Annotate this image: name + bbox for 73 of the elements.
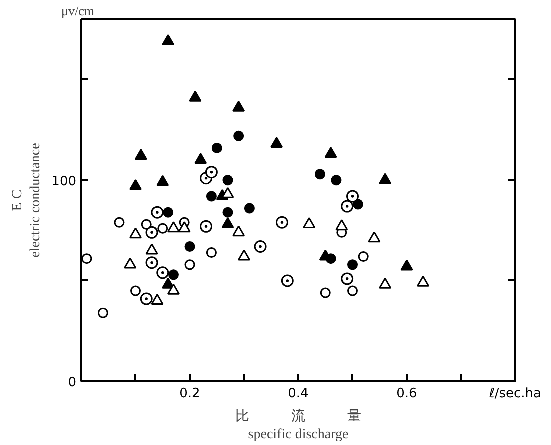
point: [156, 266, 170, 280]
point: [151, 294, 164, 305]
point: [324, 147, 338, 158]
point: [222, 175, 234, 186]
point: [341, 200, 354, 213]
point: [156, 175, 170, 186]
point: [222, 218, 234, 229]
point: [146, 244, 158, 255]
point: [206, 248, 217, 258]
point: [194, 153, 208, 164]
point: [167, 222, 180, 233]
point: [130, 228, 142, 239]
point: [178, 222, 191, 233]
point: [368, 232, 381, 243]
point: [254, 240, 267, 253]
point: [114, 217, 125, 228]
point: [130, 286, 141, 296]
point: [200, 220, 213, 233]
y-tick-label: 0: [68, 376, 77, 390]
point: [348, 286, 358, 296]
text: μv/cm: [62, 4, 94, 18]
point: [184, 260, 196, 270]
point: [358, 252, 369, 262]
x-tick-label: 0.4: [288, 386, 309, 402]
point: [206, 191, 217, 202]
point: [348, 260, 358, 270]
x-axis-title: 比 流 量 specific discharge: [236, 408, 362, 442]
point: [163, 207, 174, 218]
point: [205, 166, 218, 179]
point: [222, 207, 234, 218]
point: [158, 223, 168, 234]
point: [303, 218, 316, 229]
point: [320, 288, 331, 298]
point: [130, 179, 142, 190]
point: [232, 226, 246, 237]
point: [168, 270, 179, 280]
point: [244, 203, 255, 214]
point: [270, 137, 284, 148]
point: [98, 308, 108, 318]
point: [134, 149, 148, 160]
point: [184, 242, 196, 252]
point: [276, 216, 288, 229]
point: [212, 142, 222, 154]
x-tick-label: ℓ/sec.ha: [488, 386, 542, 402]
point: [82, 254, 92, 264]
point: [379, 173, 392, 184]
point: [141, 219, 152, 230]
point: [379, 278, 392, 289]
y-axis-title: E C electric conductance: [10, 143, 44, 258]
y-tick-label: 100: [52, 174, 77, 190]
point: [331, 175, 342, 186]
point: [238, 250, 250, 261]
point: [146, 226, 158, 239]
point: [140, 292, 153, 306]
x-tick-label: 0.6: [396, 386, 418, 402]
point: [234, 130, 244, 142]
point: [146, 256, 158, 270]
point: [314, 169, 326, 180]
point: [189, 90, 202, 102]
point: [352, 199, 364, 210]
x-tick-label: 0.2: [180, 386, 200, 402]
point: [151, 206, 164, 219]
point: [167, 284, 180, 295]
point: [232, 100, 246, 112]
point: [162, 34, 175, 46]
point: [281, 274, 294, 288]
point: [341, 272, 354, 286]
point: [400, 260, 414, 271]
point: [417, 276, 430, 287]
point: [346, 190, 359, 203]
point: [124, 258, 137, 269]
point: [336, 220, 348, 231]
point: [326, 254, 336, 264]
